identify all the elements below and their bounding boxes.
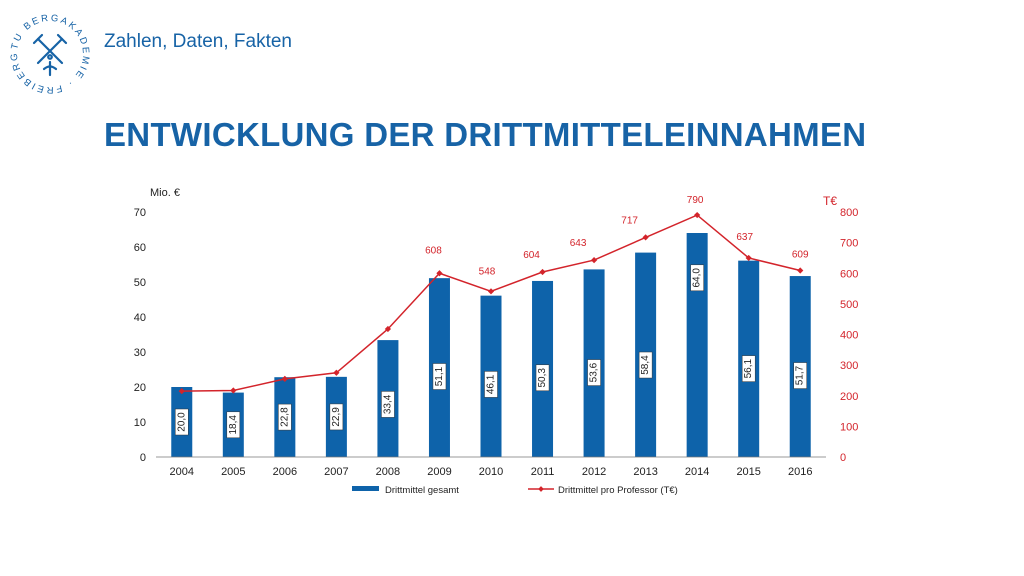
bar-label-box bbox=[226, 411, 241, 439]
bar-label-2008: 33,4 bbox=[381, 391, 395, 418]
y-left-tick-0: 0 bbox=[140, 452, 146, 464]
bar-label-box bbox=[329, 403, 344, 431]
bar-label-text: 51,7 bbox=[795, 365, 806, 385]
bar-label-2011: 50,3 bbox=[535, 364, 550, 392]
bar-label-text: 64,0 bbox=[692, 268, 703, 288]
bar-label-text: 50,3 bbox=[537, 368, 548, 388]
x-tick-2005: 2005 bbox=[221, 466, 245, 478]
bar-label-2010: 46,1 bbox=[484, 371, 498, 398]
bar-label-2012: 53,6 bbox=[587, 359, 601, 386]
y-right-tick-0: 0 bbox=[840, 452, 846, 464]
bar-label-box bbox=[381, 391, 395, 418]
line-point-2016 bbox=[797, 267, 804, 274]
bar-label-2016: 51,7 bbox=[793, 362, 807, 389]
y-right-tick-400: 400 bbox=[840, 330, 858, 342]
x-tick-2013: 2013 bbox=[633, 466, 657, 478]
bar-label-box bbox=[535, 364, 550, 392]
bar-label-2007: 22,9 bbox=[329, 403, 344, 431]
line-point-2009 bbox=[436, 270, 443, 277]
bar-label-2004: 20,0 bbox=[175, 408, 189, 436]
bar-label-box bbox=[432, 363, 447, 390]
x-tick-2008: 2008 bbox=[376, 466, 400, 478]
y-left-tick-70: 70 bbox=[134, 207, 146, 219]
x-tick-2011: 2011 bbox=[531, 466, 555, 478]
y-left-tick-60: 60 bbox=[134, 242, 146, 254]
y-right-tick-700: 700 bbox=[840, 238, 858, 250]
x-tick-2009: 2009 bbox=[427, 466, 451, 478]
bar-label-box bbox=[484, 371, 498, 398]
y-right-tick-800: 800 bbox=[840, 207, 858, 219]
bar-label-box bbox=[741, 355, 756, 382]
y-left-tick-30: 30 bbox=[134, 347, 146, 359]
line-label-2015: 637 bbox=[736, 232, 753, 243]
x-tick-2007: 2007 bbox=[324, 466, 348, 478]
y-right-tick-100: 100 bbox=[840, 421, 858, 433]
y-right-tick-600: 600 bbox=[840, 268, 858, 280]
line-point-2010 bbox=[487, 288, 495, 295]
line-point-2013 bbox=[642, 234, 649, 241]
bar-label-box bbox=[175, 408, 189, 436]
bar-label-text: 22,8 bbox=[279, 407, 290, 427]
bar-label-text: 51,1 bbox=[434, 366, 445, 386]
bar-label-2015: 56,1 bbox=[741, 355, 756, 382]
bar-label-box bbox=[638, 351, 653, 379]
line-point-2011 bbox=[539, 268, 546, 276]
x-tick-2014: 2014 bbox=[685, 466, 709, 478]
bar-label-text: 53,6 bbox=[589, 362, 600, 382]
bar-label-text: 58,4 bbox=[640, 355, 651, 375]
bar-label-text: 22,9 bbox=[331, 407, 342, 427]
y-left-tick-40: 40 bbox=[134, 312, 146, 324]
line-label-2013: 717 bbox=[621, 215, 638, 226]
line-point-2007 bbox=[333, 369, 340, 376]
legend-label-line: Drittmittel pro Professor (T€) bbox=[558, 485, 678, 496]
legend-swatch-marker bbox=[538, 486, 544, 492]
bar-label-2014: 64,0 bbox=[690, 264, 704, 292]
bar-label-2009: 51,1 bbox=[432, 363, 447, 390]
page-title: ENTWICKLUNG DER DRITTMITTELEINNAHMEN bbox=[104, 116, 867, 153]
y-left-tick-10: 10 bbox=[134, 417, 146, 429]
y-right-axis-label: T€ bbox=[823, 194, 837, 208]
bar-label-2006: 22,8 bbox=[278, 403, 292, 431]
y-left-axis-label: Mio. € bbox=[150, 187, 180, 199]
bar-label-text: 46,1 bbox=[486, 374, 497, 394]
logo-seal-icon: TU BERGAKADEMIE · FREIBERG · bbox=[5, 4, 89, 95]
bar-label-text: 18,4 bbox=[228, 415, 239, 435]
line-label-2016: 609 bbox=[792, 249, 809, 260]
x-tick-2016: 2016 bbox=[788, 466, 812, 478]
bar-label-box bbox=[793, 362, 807, 389]
bar-label-2013: 58,4 bbox=[638, 351, 653, 379]
line-point-2008 bbox=[384, 325, 392, 333]
line-label-2012: 643 bbox=[570, 238, 587, 249]
line-point-2015 bbox=[745, 254, 752, 262]
bar-label-box bbox=[278, 403, 292, 431]
bar-label-box bbox=[690, 264, 704, 292]
x-tick-2006: 2006 bbox=[273, 466, 297, 478]
y-right-tick-300: 300 bbox=[840, 360, 858, 372]
legend-swatch-bar bbox=[352, 486, 379, 491]
x-tick-2004: 2004 bbox=[170, 466, 194, 478]
tu-bergakademie-logo: TU BERGAKADEMIE · FREIBERG · bbox=[5, 4, 92, 96]
bar-label-2005: 18,4 bbox=[226, 411, 241, 439]
line-label-2011: 604 bbox=[523, 250, 540, 261]
bar-label-text: 20,0 bbox=[176, 412, 187, 432]
page-subtitle: Zahlen, Daten, Fakten bbox=[104, 31, 292, 52]
line-point-2006 bbox=[281, 375, 288, 383]
bar-label-text: 33,4 bbox=[382, 394, 393, 414]
line-label-2010: 548 bbox=[479, 266, 496, 277]
line-label-2014: 790 bbox=[687, 195, 704, 206]
y-right-tick-500: 500 bbox=[840, 299, 858, 311]
y-left-tick-20: 20 bbox=[134, 382, 146, 394]
bar-label-box bbox=[587, 359, 601, 386]
x-tick-2012: 2012 bbox=[582, 466, 606, 478]
line-label-2009: 608 bbox=[425, 245, 442, 256]
legend-label-bar: Drittmittel gesamt bbox=[385, 485, 459, 496]
y-left-tick-50: 50 bbox=[134, 277, 146, 289]
x-tick-2010: 2010 bbox=[479, 466, 503, 478]
bar-label-text: 56,1 bbox=[743, 358, 754, 378]
y-right-tick-200: 200 bbox=[840, 391, 858, 403]
x-tick-2015: 2015 bbox=[736, 466, 760, 478]
line-point-2012 bbox=[590, 256, 598, 264]
